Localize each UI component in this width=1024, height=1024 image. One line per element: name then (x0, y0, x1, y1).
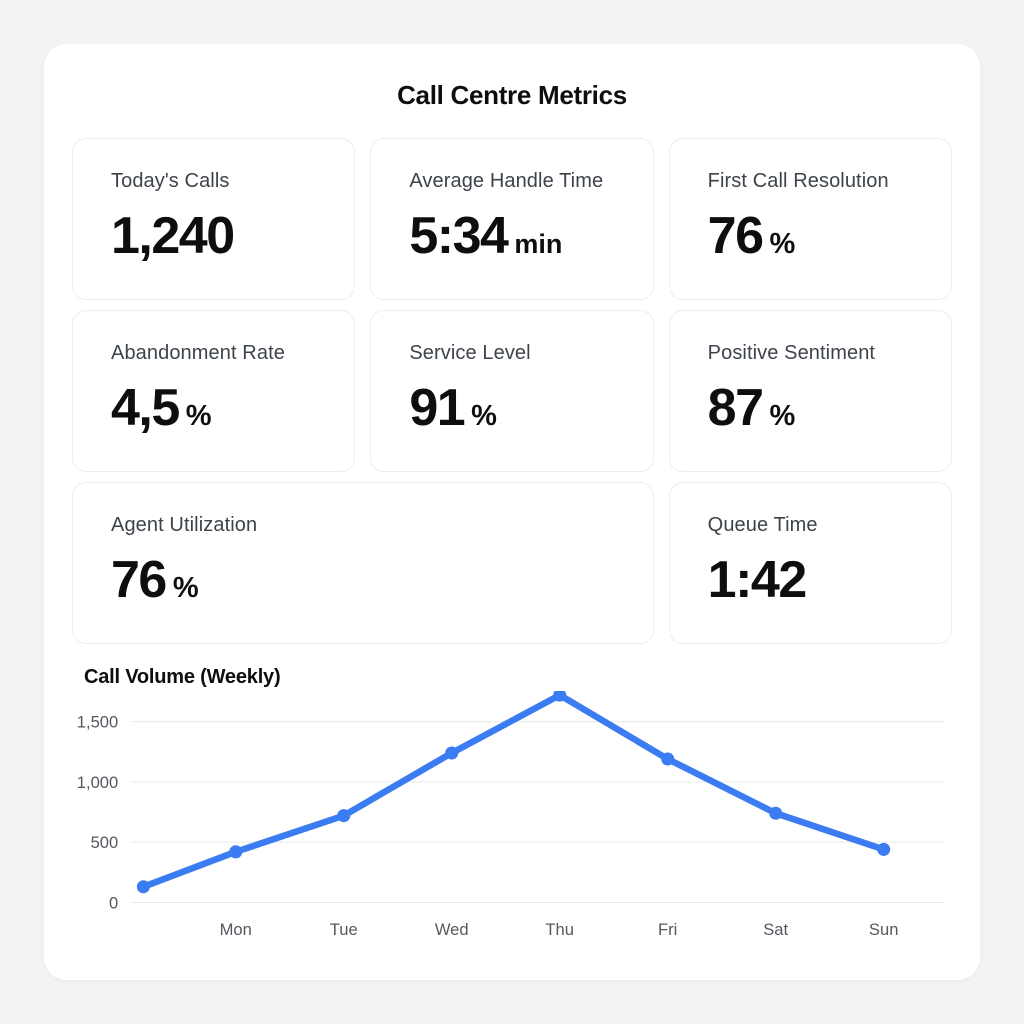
chart-gridlines (130, 721, 945, 903)
chart-y-axis-labels: 0 500 1,000 1,500 (77, 713, 118, 913)
stat-value-suffix: min (514, 229, 563, 259)
stat-value: 87% (708, 378, 913, 438)
stat-value-suffix: % (185, 400, 212, 432)
stat-value-suffix: % (471, 400, 497, 432)
stat-label: Agent Utilization (111, 514, 258, 536)
call-volume-chart: 0 500 1,000 1,500 Mon Tue Wed Thu Fri Sat Sun (77, 691, 945, 939)
svg-text:Wed: Wed (435, 920, 469, 939)
stat-value-suffix: % (172, 572, 199, 604)
dashboard-panel: Call Centre Metrics Today's Calls 1,240 … (44, 44, 980, 980)
stat-value-number: 87 (707, 379, 764, 437)
stat-label: First Call Resolution (707, 170, 889, 192)
stat-label: Abandonment Rate (111, 342, 285, 364)
stat-value-number: 91 (409, 379, 465, 437)
svg-text:1,000: 1,000 (77, 773, 118, 792)
stat-value: 4,5% (111, 378, 316, 438)
svg-text:Thu: Thu (545, 920, 574, 939)
chart-title: Call Volume (Weekly) (84, 666, 281, 688)
stat-card-agent-utilization: Agent Utilization 76% (72, 482, 654, 644)
stat-value-number: 1:42 (707, 551, 808, 609)
stat-value: 76% (111, 550, 615, 610)
stats-grid: Today's Calls 1,240 Average Handle Time … (72, 138, 952, 644)
stat-value: 1,240 (111, 206, 316, 266)
stat-value: 91% (409, 378, 614, 438)
stat-value-number: 5:34 (409, 207, 509, 265)
svg-text:500: 500 (91, 833, 119, 852)
stat-value-number: 4,5 (111, 379, 180, 437)
stat-card-abandonment-rate: Abandonment Rate 4,5% (72, 310, 356, 472)
stat-card-positive-sentiment: Positive Sentiment 87% (668, 310, 952, 472)
stat-value: 5:34 min (409, 206, 614, 266)
stat-value: 1:42 (708, 550, 913, 610)
stat-card-average-handle-time: Average Handle Time 5:34 min (370, 138, 654, 300)
stat-card-service-level: Service Level 91% (370, 310, 654, 472)
stat-label: Average Handle Time (409, 170, 604, 192)
chart-line-series (136, 691, 891, 894)
stat-value-number: 76 (111, 551, 167, 609)
stat-value-suffix: % (769, 228, 796, 260)
stat-value: 76% (708, 206, 913, 266)
svg-text:Fri: Fri (658, 920, 677, 939)
svg-text:Sat: Sat (763, 920, 788, 939)
stat-value-number: 76 (707, 207, 764, 265)
call-volume-section: Call Volume (Weekly) 0 500 1,000 1,500 Mon T… (72, 666, 952, 964)
page-title: Call Centre Metrics (397, 80, 627, 110)
svg-text:Mon: Mon (220, 920, 252, 939)
svg-text:0: 0 (109, 893, 118, 912)
svg-text:Tue: Tue (330, 920, 358, 939)
stat-card-todays-calls: Today's Calls 1,240 (72, 138, 356, 300)
svg-text:1,500: 1,500 (77, 713, 118, 732)
svg-text:Sun: Sun (869, 920, 898, 939)
chart-x-axis-labels: Mon Tue Wed Thu Fri Sat Sun (220, 920, 899, 939)
stat-card-queue-time: Queue Time 1:42 (668, 482, 952, 644)
stat-label: Service Level (409, 342, 531, 364)
stat-label: Positive Sentiment (707, 342, 876, 364)
stat-value-suffix: % (769, 400, 796, 432)
stat-card-first-call-resolution: First Call Resolution 76% (668, 138, 952, 300)
stat-value-number: 1,240 (111, 207, 235, 265)
stat-label: Today's Calls (111, 170, 230, 192)
stat-label: Queue Time (707, 514, 818, 536)
